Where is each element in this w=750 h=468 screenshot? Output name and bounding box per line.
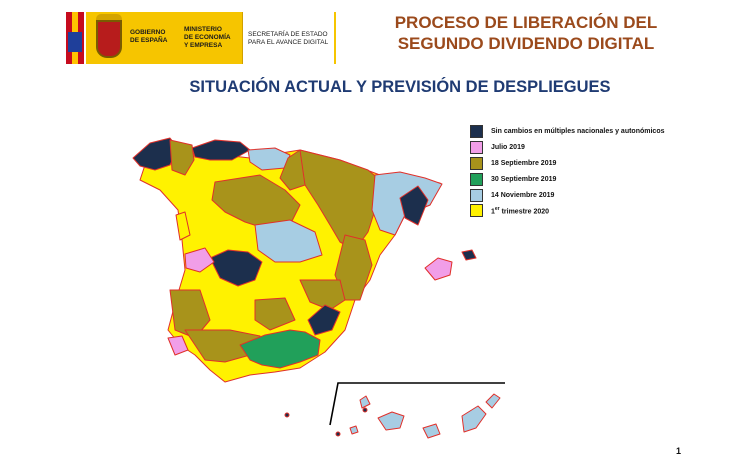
murcia-olive bbox=[299, 279, 346, 311]
page-number: 1 bbox=[676, 446, 682, 456]
legend-item: 14 Noviembre 2019 bbox=[470, 187, 730, 203]
canary-inset-frame bbox=[329, 382, 505, 426]
extremadura-olive bbox=[169, 289, 211, 339]
page-subtitle: SITUACIÓN ACTUAL Y PREVISIÓN DE DESPLIEG… bbox=[189, 78, 611, 96]
eu-stars-icon bbox=[68, 32, 82, 52]
legend-swatch bbox=[470, 125, 483, 139]
pink-southwest bbox=[167, 335, 189, 356]
canary-4 bbox=[461, 405, 487, 433]
legend-swatch bbox=[470, 204, 483, 218]
legend-item: 18 Septiembre 2019 bbox=[470, 156, 730, 172]
map-legend: Sin cambios en múltiples nacionales y au… bbox=[470, 124, 730, 219]
islet-0 bbox=[284, 412, 290, 418]
legend-label: 30 Septiembre 2019 bbox=[491, 175, 557, 183]
cantabria-dark bbox=[191, 139, 251, 161]
andalucia-green bbox=[239, 329, 321, 369]
secretary-block bbox=[242, 12, 334, 64]
government-logo: GOBIERNO DE ESPAÑA MINISTERIO DE ECONOMÍ… bbox=[66, 12, 336, 64]
portugal-gap bbox=[175, 211, 191, 241]
secretary-text: SECRETARÍA DE ESTADO PARA EL AVANCE DIGI… bbox=[248, 31, 329, 46]
legend-item: Julio 2019 bbox=[470, 140, 730, 156]
canary-6 bbox=[349, 425, 359, 435]
valencia-olive bbox=[334, 234, 373, 301]
canary-2 bbox=[377, 411, 405, 431]
legend-item: Sin cambios en múltiples nacionales y au… bbox=[470, 124, 730, 140]
legend-item: 1er trimestre 2020 bbox=[470, 203, 730, 219]
jaen-olive bbox=[254, 297, 296, 331]
legend-label: 14 Noviembre 2019 bbox=[491, 191, 555, 199]
legend-swatch bbox=[470, 156, 483, 170]
balearic-dark bbox=[461, 249, 477, 261]
legend-label: 18 Septiembre 2019 bbox=[491, 159, 557, 167]
pink-west bbox=[184, 247, 215, 273]
asturias-olive bbox=[169, 139, 195, 176]
islet-1 bbox=[362, 407, 368, 413]
madrid-lightblue bbox=[254, 219, 323, 263]
legend-label: Sin cambios en múltiples nacionales y au… bbox=[491, 128, 665, 136]
barcelona-dark bbox=[399, 185, 429, 226]
valencia-dark bbox=[307, 304, 341, 336]
crown-icon bbox=[96, 14, 122, 22]
ministry-text: MINISTERIO DE ECONOMÍA Y EMPRESA bbox=[184, 26, 231, 49]
canary-5 bbox=[485, 393, 501, 409]
legend-swatch bbox=[470, 141, 483, 155]
toledo-dark bbox=[209, 249, 263, 287]
legend-item: 30 Septiembre 2019 bbox=[470, 171, 730, 187]
legend-swatch bbox=[470, 172, 483, 186]
coat-of-arms-icon bbox=[96, 20, 122, 58]
legend-swatch bbox=[470, 188, 483, 202]
canary-1 bbox=[359, 395, 371, 409]
balearic-pink bbox=[424, 257, 453, 281]
rioja-olive bbox=[279, 149, 306, 191]
legend-label: 1er trimestre 2020 bbox=[491, 206, 550, 216]
canary-3 bbox=[422, 423, 441, 439]
page-title: PROCESO DE LIBERACIÓN DEL SEGUNDO DIVIDE… bbox=[394, 13, 658, 53]
government-text: GOBIERNO DE ESPAÑA bbox=[130, 29, 168, 44]
islet-2 bbox=[335, 431, 341, 437]
legend-label: Julio 2019 bbox=[491, 144, 525, 152]
